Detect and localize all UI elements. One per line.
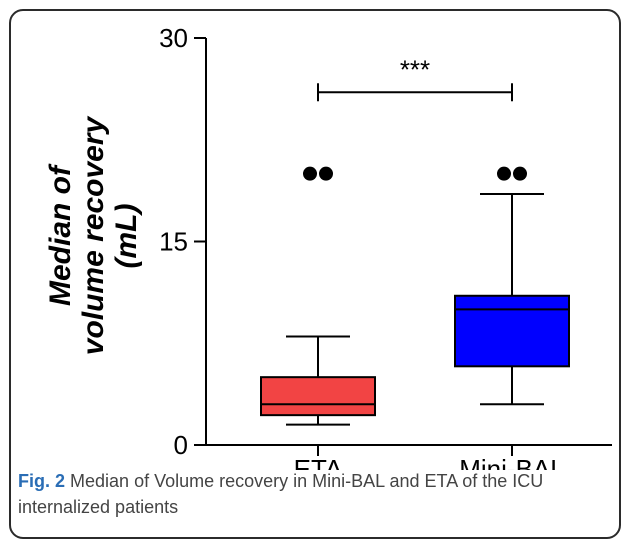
figure-caption: Fig. 2 Median of Volume recovery in Mini…	[18, 468, 608, 520]
significance-label: ***	[400, 54, 430, 84]
figure-frame	[9, 9, 621, 539]
outlier-point	[303, 166, 317, 181]
y-tick-label: 30	[159, 23, 188, 53]
boxes	[260, 166, 570, 426]
x-tick-label: ETA	[294, 454, 343, 470]
outlier-point	[497, 166, 511, 181]
axes: 0 15 30 ETA Mini-BAL	[159, 23, 612, 470]
box-iqr	[454, 294, 570, 368]
x-tick-label: Mini-BAL	[459, 454, 564, 470]
y-tick-label: 15	[159, 227, 188, 257]
y-axis-label-line: volume recovery	[77, 115, 110, 355]
y-axis-label-line: Median of	[44, 163, 77, 306]
outlier-point	[319, 166, 333, 181]
y-axis-label-line: (mL)	[110, 204, 143, 269]
y-axis-label: Median of volume recovery (mL)	[44, 115, 143, 355]
significance-bracket: ***	[317, 54, 513, 102]
y-tick-label: 0	[174, 430, 188, 460]
box-eta	[260, 166, 376, 426]
box-iqr	[260, 376, 376, 417]
outlier-point	[513, 166, 527, 181]
caption-label: Fig. 2	[18, 471, 66, 491]
box-plot-chart: Median of volume recovery (mL) 0 15 30 ETA Min…	[44, 23, 612, 470]
box-mini-bal	[454, 166, 570, 406]
caption-text: Median of Volume recovery in Mini-BAL an…	[18, 471, 544, 517]
